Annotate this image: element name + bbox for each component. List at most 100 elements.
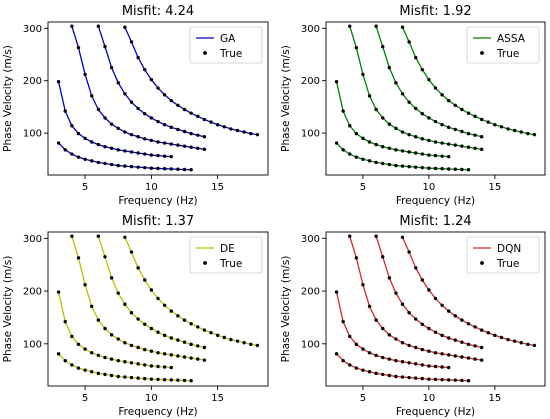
true-point (414, 55, 418, 60)
true-point (400, 360, 405, 364)
true-point (446, 353, 451, 357)
true-point (367, 140, 372, 144)
true-point (361, 136, 365, 141)
true-point (90, 351, 94, 355)
true-point (407, 310, 411, 315)
true-point (162, 154, 167, 158)
true-point (493, 123, 497, 127)
true-point (479, 345, 484, 350)
true-point (189, 322, 193, 326)
true-point (176, 103, 180, 108)
series-line-4 (375, 25, 482, 138)
true-point (56, 352, 61, 356)
y-axis-label: Phase Velocity (m/s) (280, 45, 292, 152)
true-point (473, 146, 477, 150)
true-point (76, 256, 81, 260)
true-point (433, 166, 438, 171)
true-point (407, 250, 411, 254)
true-point (374, 353, 378, 358)
true-point (526, 131, 530, 136)
true-point (156, 153, 160, 158)
true-point (453, 127, 457, 132)
true-point (96, 371, 101, 376)
true-point (96, 318, 101, 322)
true-point (143, 152, 147, 156)
true-point (156, 140, 160, 144)
true-point (387, 65, 392, 70)
legend: GA True (189, 26, 263, 64)
true-point (176, 314, 180, 318)
true-point (63, 148, 67, 152)
true-point (169, 309, 173, 313)
true-point (103, 326, 107, 331)
true-point (70, 124, 74, 128)
true-point (235, 339, 240, 343)
subplot-title: Misfit: 1.92 (399, 4, 471, 19)
true-point (162, 365, 167, 369)
true-point (479, 117, 484, 122)
series-line-4 (97, 236, 205, 349)
y-tick-label: 100 (301, 129, 320, 140)
true-point (433, 364, 438, 369)
x-tick-label: 5 (82, 182, 88, 193)
legend: DE True (189, 236, 263, 274)
true-point (103, 116, 107, 120)
true-point (506, 127, 510, 131)
true-point (123, 149, 127, 153)
true-point (394, 291, 398, 295)
true-point (76, 342, 81, 347)
true-point (103, 255, 107, 259)
true-point (56, 141, 61, 145)
subplot-4: Misfit: 1.24 5 10 15 100 200 300 Frequency (Hz)… (280, 214, 546, 418)
true-point (129, 310, 134, 315)
true-point (354, 256, 359, 260)
true-point (109, 122, 114, 126)
true-point (420, 112, 425, 116)
true-point (473, 357, 477, 361)
true-point (96, 142, 101, 147)
true-point (169, 98, 173, 103)
true-point (414, 266, 418, 270)
true-point (182, 355, 187, 359)
true-point (446, 309, 451, 313)
true-point (414, 345, 418, 350)
legend-marker-swatch (203, 51, 207, 55)
true-point (255, 132, 260, 137)
true-point (440, 141, 444, 145)
true-point (427, 364, 431, 368)
true-point (427, 166, 431, 170)
true-point (209, 120, 213, 124)
true-point (453, 314, 457, 318)
true-point (136, 55, 140, 60)
true-point (156, 296, 160, 301)
true-point (334, 141, 339, 145)
true-point (116, 126, 120, 131)
true-point (229, 337, 233, 342)
series-line-4 (375, 236, 482, 349)
true-point (486, 120, 490, 124)
true-point (83, 136, 87, 141)
true-point (123, 235, 127, 239)
true-point (149, 288, 154, 292)
true-point (440, 123, 444, 127)
true-point (473, 325, 477, 329)
true-point (348, 152, 352, 156)
true-point (123, 375, 127, 379)
true-point (433, 351, 438, 355)
plot-frame (47, 231, 269, 387)
true-point (143, 347, 147, 352)
true-point (387, 373, 392, 378)
true-point (453, 103, 457, 108)
true-point (149, 364, 154, 368)
x-tick-label: 5 (82, 393, 88, 404)
true-point (427, 116, 431, 120)
true-point (176, 354, 180, 358)
true-point (354, 342, 359, 347)
true-point (460, 355, 464, 359)
subplot-2: Misfit: 1.92 5 10 15 100 200 300 Frequency (Hz)… (280, 4, 546, 207)
true-point (348, 334, 352, 339)
true-point (123, 25, 127, 29)
true-point (460, 167, 464, 172)
true-point (466, 145, 471, 149)
true-point (394, 337, 398, 341)
